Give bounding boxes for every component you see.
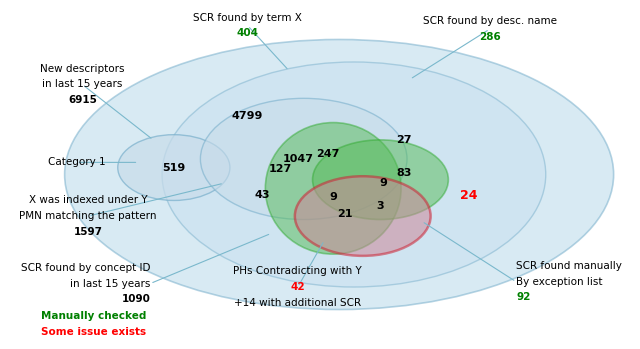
Ellipse shape — [65, 39, 614, 310]
Text: 27: 27 — [396, 135, 412, 145]
Text: By exception list: By exception list — [516, 277, 603, 287]
Circle shape — [312, 140, 449, 220]
Text: 6915: 6915 — [68, 95, 97, 105]
Circle shape — [295, 176, 431, 256]
Text: SCR found manually: SCR found manually — [516, 261, 622, 271]
Text: 3: 3 — [377, 201, 384, 211]
Text: 42: 42 — [291, 282, 305, 292]
Text: 127: 127 — [268, 164, 292, 174]
Text: 9: 9 — [330, 192, 337, 202]
Text: 1597: 1597 — [74, 227, 103, 237]
Ellipse shape — [162, 62, 546, 287]
Text: X was indexed under Y: X was indexed under Y — [29, 195, 148, 206]
Text: Some issue exists: Some issue exists — [41, 327, 146, 337]
Text: 43: 43 — [255, 190, 270, 200]
Circle shape — [200, 98, 407, 220]
Text: PHs Contradicting with Y: PHs Contradicting with Y — [234, 266, 362, 276]
Text: New descriptors: New descriptors — [40, 64, 125, 74]
Text: 519: 519 — [162, 163, 186, 172]
Text: Category 1: Category 1 — [47, 157, 105, 168]
Text: PMN matching the pattern: PMN matching the pattern — [19, 211, 157, 221]
Text: SCR found by concept ID: SCR found by concept ID — [20, 263, 150, 273]
Text: in last 15 years: in last 15 years — [70, 279, 150, 289]
Circle shape — [118, 135, 230, 200]
Text: 9: 9 — [380, 178, 387, 188]
Text: in last 15 years: in last 15 years — [42, 80, 122, 89]
Text: 404: 404 — [237, 28, 259, 38]
Text: 286: 286 — [479, 32, 500, 42]
Text: 1090: 1090 — [122, 294, 150, 304]
Text: 92: 92 — [516, 292, 531, 303]
Text: +14 with additional SCR: +14 with additional SCR — [234, 298, 362, 307]
Text: 4799: 4799 — [232, 111, 263, 121]
Text: Manually checked: Manually checked — [41, 311, 147, 321]
Text: SCR found by desc. name: SCR found by desc. name — [422, 16, 557, 26]
Text: 1047: 1047 — [282, 154, 314, 164]
Text: 24: 24 — [460, 189, 477, 202]
Ellipse shape — [266, 122, 401, 254]
Text: 21: 21 — [337, 209, 353, 219]
Text: SCR found by term X: SCR found by term X — [193, 13, 302, 23]
Text: 83: 83 — [396, 168, 412, 178]
Text: 247: 247 — [316, 149, 339, 159]
